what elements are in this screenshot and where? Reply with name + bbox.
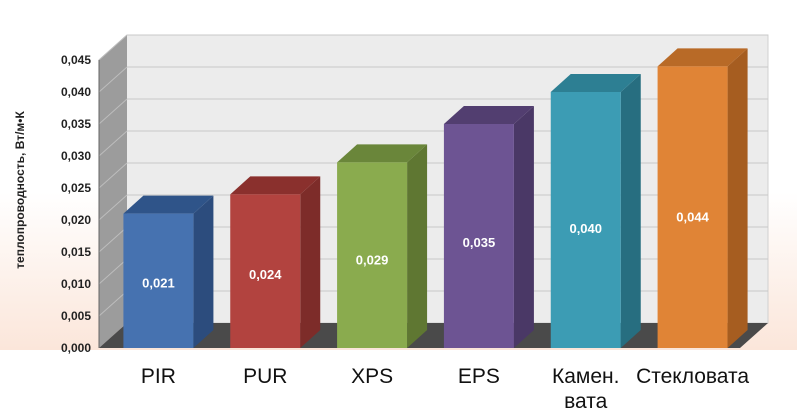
y-tick-label: 0,035	[61, 117, 91, 131]
y-axis-label: теплопроводность, Вт/м•К	[13, 111, 27, 269]
bar-front	[443, 124, 514, 348]
bar-side	[620, 74, 641, 348]
x-tick-label: Камен. вата	[552, 365, 620, 413]
bar-top	[123, 195, 214, 214]
bar-side	[407, 144, 428, 348]
bar-front	[337, 162, 408, 348]
gridline-side	[98, 130, 128, 157]
bar	[123, 195, 214, 348]
bar	[550, 74, 641, 348]
x-tick-label: EPS	[457, 365, 500, 388]
y-tick-label: 0,000	[61, 341, 91, 355]
x-tick-label: PUR	[243, 365, 288, 388]
gridline-side	[98, 226, 128, 253]
gridline-side	[98, 290, 128, 317]
bar-front	[123, 213, 194, 348]
bar-side	[193, 195, 214, 348]
data-label: 0,024	[249, 267, 282, 282]
bar	[443, 106, 534, 348]
y-tick-label: 0,015	[61, 245, 91, 259]
y-tick-label: 0,030	[61, 149, 91, 163]
bar-top	[443, 106, 534, 124]
bar-side	[513, 106, 534, 348]
y-tick-label: 0,025	[61, 181, 91, 195]
x-tick-label: Стекловата	[636, 365, 750, 388]
bar-top	[657, 48, 748, 67]
bar-side	[727, 48, 748, 349]
x-tick-label: XPS	[351, 365, 394, 388]
gridline-side	[98, 34, 128, 61]
bar-top	[230, 176, 321, 195]
y-tick-label: 0,020	[61, 213, 91, 227]
gridline-side	[98, 162, 128, 189]
y-tick-label: 0,005	[61, 309, 91, 323]
y-tick-label: 0,045	[61, 53, 91, 67]
bar-top	[550, 74, 641, 92]
gridline-side	[98, 258, 128, 285]
x-tick-label: PIR	[140, 365, 176, 388]
gridline-side	[98, 194, 128, 221]
y-tick-label: 0,040	[61, 85, 91, 99]
bar-side	[300, 176, 321, 348]
side-wall	[99, 35, 127, 348]
bar-front	[230, 194, 301, 348]
bar-front	[657, 66, 728, 349]
data-label: 0,035	[463, 235, 496, 250]
gridline-side	[98, 66, 128, 93]
bar	[337, 144, 428, 348]
bar-top	[337, 144, 428, 163]
bar	[230, 176, 321, 348]
bar	[657, 48, 748, 349]
bar-front	[550, 92, 621, 348]
data-label: 0,021	[142, 276, 175, 291]
data-label: 0,029	[356, 252, 389, 267]
y-tick-label: 0,010	[61, 277, 91, 291]
gridline-side	[98, 98, 128, 125]
data-label: 0,044	[676, 209, 709, 224]
data-label: 0,040	[569, 221, 602, 236]
bar-chart: 0,000 0,005 0,010 0,015 0,020 0,025 0,030 0,035…	[13, 34, 769, 355]
